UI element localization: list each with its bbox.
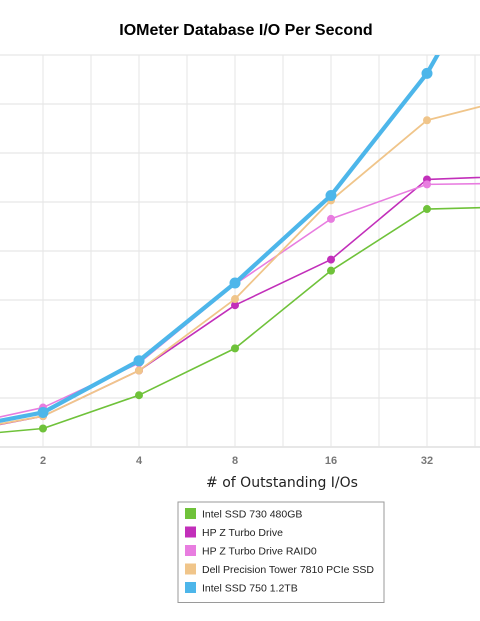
- data-point-hp-z-turbo-drive: [231, 301, 239, 310]
- legend-box: [177, 501, 385, 603]
- legend: Intel SSD 730 480GB HP Z Turbo Drive HP Z …: [177, 501, 385, 603]
- x-tick-label: 4: [136, 455, 143, 467]
- data-point-intel-ssd-730-480gb: [231, 344, 239, 353]
- x-tick-label: 16: [325, 455, 337, 467]
- series-line-hp-z-turbo-drive-raid0: [0, 182, 480, 418]
- data-point-hp-z-turbo-drive-raid0: [327, 214, 335, 223]
- chart-title: IOMeter Database I/O Per Second: [119, 22, 372, 39]
- data-point-intel-ssd-750-1-2tb: [37, 406, 49, 418]
- legend-label-hp-z-turbo-drive-raid0: HP Z Turbo Drive RAID0: [202, 546, 317, 558]
- data-point-hp-z-turbo-drive-raid0: [423, 180, 431, 189]
- data-point-dell-precision-tower-7810-pcie-ssd: [135, 366, 143, 375]
- legend-swatch-dell-precision-tower-7810-pcie-ssd: [185, 563, 196, 575]
- legend-swatch-hp-z-turbo-drive: [185, 526, 196, 538]
- legend-swatch-hp-z-turbo-drive-raid0: [185, 545, 196, 556]
- series-line-dell-precision-tower-7810-pcie-ssd: [0, 105, 480, 425]
- legend-label-intel-ssd-750-1-2tb: Intel SSD 750 1.2TB: [202, 583, 298, 595]
- data-point-intel-ssd-750-1-2tb: [325, 189, 337, 201]
- legend-swatch-intel-ssd-750-1-2tb: [185, 582, 196, 593]
- plot-area: 2 4 8 16 32: [0, 54, 480, 467]
- legend-label-dell-precision-tower-7810-pcie-ssd: Dell Precision Tower 7810 PCIe SSD: [202, 564, 374, 576]
- x-tick-label: 2: [40, 455, 46, 467]
- data-point-intel-ssd-750-1-2tb: [229, 277, 241, 289]
- data-point-dell-precision-tower-7810-pcie-ssd: [423, 116, 431, 125]
- legend-label-hp-z-turbo-drive: HP Z Turbo Drive: [202, 527, 283, 539]
- data-point-hp-z-turbo-drive: [327, 255, 335, 264]
- data-point-intel-ssd-730-480gb: [327, 266, 335, 275]
- series-line-intel-ssd-750-1-2tb: [0, 55, 440, 423]
- data-point-intel-ssd-730-480gb: [39, 424, 47, 433]
- x-tick-label: 8: [232, 455, 238, 467]
- data-point-intel-ssd-750-1-2tb: [133, 355, 145, 367]
- data-point-intel-ssd-730-480gb: [135, 391, 143, 400]
- data-point-intel-ssd-730-480gb: [423, 205, 431, 214]
- x-axis-label: # of Outstanding I/Os: [206, 475, 358, 491]
- data-point-intel-ssd-750-1-2tb: [421, 67, 433, 79]
- x-tick-label: 32: [421, 455, 433, 467]
- legend-swatch-intel-ssd-730-480gb: [185, 508, 196, 519]
- legend-label-intel-ssd-730-480gb: Intel SSD 730 480GB: [202, 509, 302, 521]
- data-point-dell-precision-tower-7810-pcie-ssd: [231, 295, 239, 304]
